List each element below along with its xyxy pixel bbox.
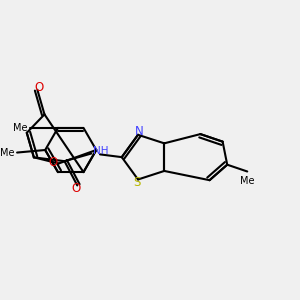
Text: O: O <box>49 155 58 169</box>
Text: Me: Me <box>240 176 254 186</box>
Text: N: N <box>135 125 144 138</box>
Text: S: S <box>133 176 140 189</box>
Text: O: O <box>34 81 44 94</box>
Text: Me: Me <box>13 123 28 133</box>
Text: O: O <box>71 182 80 195</box>
Text: NH: NH <box>93 146 108 156</box>
Text: Me: Me <box>0 148 15 158</box>
